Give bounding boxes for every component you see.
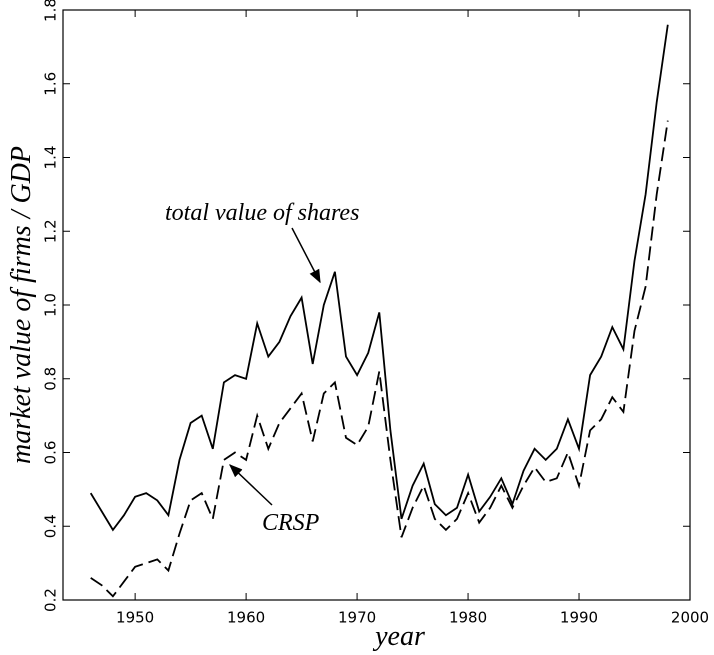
- data-line: [90, 120, 669, 598]
- y-tick-label: 1.4: [42, 146, 60, 170]
- annotation: total value of shares: [165, 200, 359, 226]
- y-tick-label: 1.8: [42, 0, 60, 22]
- x-tick-label: 1990: [560, 609, 598, 627]
- y-tick-label: 0.6: [42, 441, 60, 465]
- y-tick-label: 0.4: [42, 514, 60, 538]
- plot-frame: [62, 9, 691, 601]
- annotation-arrow: [229, 464, 273, 506]
- data-line: [89, 24, 669, 532]
- y-tick-label: 0.8: [42, 367, 60, 391]
- x-tick-label: 1970: [338, 609, 376, 627]
- x-axis-label: year: [372, 621, 425, 652]
- y-tick-label: 1.6: [42, 72, 60, 96]
- x-tick-label: 1980: [449, 609, 487, 627]
- y-tick-label: 0.2: [42, 588, 60, 612]
- y-axis-label: market value of firms / GDP: [6, 146, 37, 464]
- y-tick-label: 1.2: [42, 219, 60, 243]
- x-tick-label: 1950: [116, 609, 154, 627]
- x-tick-label: 1960: [227, 609, 265, 627]
- y-tick-label: 1.0: [42, 293, 60, 317]
- x-tick-label: 2000: [671, 609, 709, 627]
- annotation-arrow: [291, 227, 321, 284]
- annotation: CRSP: [262, 510, 320, 536]
